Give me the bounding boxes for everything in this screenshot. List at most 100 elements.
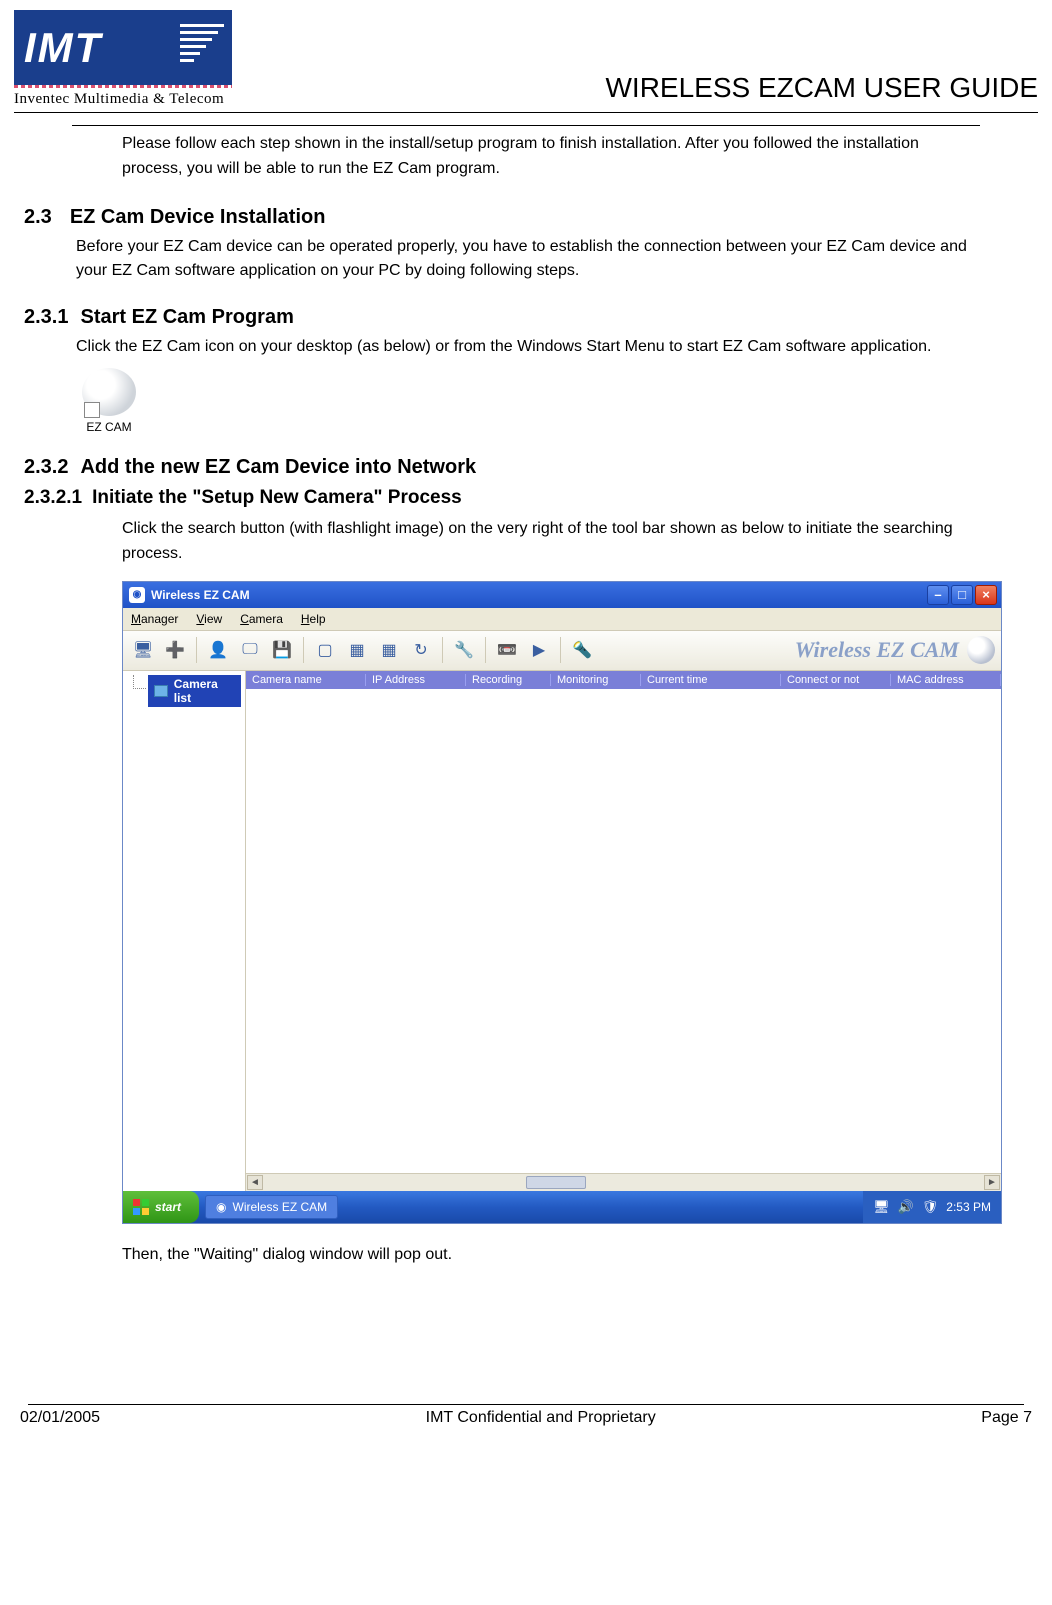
window-title: Wireless EZ CAM	[151, 588, 250, 602]
toolbar-separator	[442, 637, 443, 663]
heading-2-3-1: 2.3.1 Start EZ Cam Program	[24, 306, 1038, 329]
toolbar: 🖥 ➕ 👤 🖵 💾 ▢ ▦ ▦ ↻ 🔧 📼 ▶ 🔦 Wireless EZ CA…	[123, 631, 1001, 671]
system-tray: 🖥 🔊 🛡 2:53 PM	[863, 1191, 1001, 1223]
heading-title: EZ Cam Device Installation	[70, 206, 326, 229]
logo-text: IMT	[24, 24, 102, 72]
camera-list-node[interactable]: Camera list	[148, 675, 241, 707]
heading-2-3-2: 2.3.2 Add the new EZ Cam Device into Net…	[24, 456, 1038, 479]
taskbar: start ◉ Wireless EZ CAM 🖥 🔊 🛡 2:53 PM	[123, 1191, 1001, 1223]
workspace: Camera list Camera nameIP AddressRecordi…	[123, 671, 1001, 1191]
ezcam-app-screenshot: ◉ Wireless EZ CAM – □ × Manager View Cam…	[122, 581, 1002, 1224]
column-header[interactable]: Monitoring	[551, 674, 641, 686]
menu-camera[interactable]: Camera	[240, 612, 283, 626]
tray-icon[interactable]: 🔊	[898, 1199, 914, 1215]
horizontal-scrollbar[interactable]: ◄ ►	[246, 1173, 1001, 1191]
webcam-icon	[82, 368, 136, 416]
minimize-button[interactable]: –	[927, 585, 949, 605]
toolbar-monitor-icon[interactable]: 🖵	[236, 636, 264, 664]
heading-number: 2.3	[24, 206, 52, 229]
logo-caption: Inventec Multimedia & Telecom	[14, 88, 232, 108]
app-icon: ◉	[129, 587, 145, 603]
page-footer: 02/01/2005 IMT Confidential and Propriet…	[14, 1405, 1038, 1427]
grid-area	[246, 689, 1001, 1173]
toolbar-brand: Wireless EZ CAM	[795, 636, 995, 664]
windows-flag-icon	[133, 1199, 149, 1215]
toolbar-connect-icon[interactable]: 🖥	[129, 636, 157, 664]
column-header[interactable]: Recording	[466, 674, 551, 686]
logo: IMT	[14, 10, 232, 85]
toolbar-view9-icon[interactable]: ▦	[375, 636, 403, 664]
sec231-paragraph: Click the EZ Cam icon on your desktop (a…	[76, 335, 980, 360]
tray-icon[interactable]: 🛡	[922, 1199, 939, 1215]
footer-date: 02/01/2005	[20, 1409, 100, 1427]
maximize-button[interactable]: □	[951, 585, 973, 605]
brand-text: Wireless EZ CAM	[795, 637, 959, 663]
heading-2-3: 2.3 EZ Cam Device Installation	[24, 206, 1038, 229]
toolbar-separator	[485, 637, 486, 663]
sec23-paragraph: Before your EZ Cam device can be operate…	[76, 235, 980, 285]
sec2321-paragraph: Click the search button (with flashlight…	[122, 517, 980, 567]
header-rule	[14, 112, 1038, 113]
window-titlebar: ◉ Wireless EZ CAM – □ ×	[123, 582, 1001, 608]
toolbar-record-icon[interactable]: 📼	[493, 636, 521, 664]
close-button[interactable]: ×	[975, 585, 997, 605]
scroll-thumb[interactable]	[526, 1176, 586, 1189]
column-header[interactable]: MAC address	[891, 674, 1001, 686]
menu-manager[interactable]: Manager	[131, 612, 178, 626]
start-label: start	[155, 1200, 181, 1214]
toolbar-user-icon[interactable]: 👤	[204, 636, 232, 664]
main-pane: Camera nameIP AddressRecordingMonitoring…	[246, 671, 1001, 1191]
titlebar-left: ◉ Wireless EZ CAM	[129, 587, 250, 603]
column-header[interactable]: Current time	[641, 674, 781, 686]
scroll-right-icon[interactable]: ►	[984, 1175, 1000, 1190]
heading-title: Start EZ Cam Program	[80, 306, 293, 329]
heading-title: Add the new EZ Cam Device into Network	[80, 456, 476, 479]
desktop-icon-label: EZ CAM	[76, 420, 142, 434]
heading-number: 2.3.2.1	[24, 487, 82, 509]
menu-help[interactable]: Help	[301, 612, 326, 626]
sidebar: Camera list	[123, 671, 246, 1191]
scroll-left-icon[interactable]: ◄	[247, 1175, 263, 1190]
menu-view[interactable]: View	[196, 612, 222, 626]
column-header[interactable]: Camera name	[246, 674, 366, 686]
ezcam-desktop-icon: EZ CAM	[76, 368, 142, 434]
tray-clock: 2:53 PM	[946, 1200, 991, 1214]
logo-block: IMT Inventec Multimedia & Telecom	[14, 10, 232, 108]
window-buttons: – □ ×	[927, 585, 997, 605]
taskbar-app-button[interactable]: ◉ Wireless EZ CAM	[205, 1195, 338, 1219]
footer-center: IMT Confidential and Proprietary	[426, 1409, 656, 1427]
menu-bar: Manager View Camera Help	[123, 608, 1001, 631]
folder-icon	[154, 685, 167, 697]
tree-connector-icon	[133, 675, 146, 689]
toolbar-separator	[303, 637, 304, 663]
heading-title: Initiate the "Setup New Camera" Process	[92, 487, 462, 509]
sec2321-after: Then, the "Waiting" dialog window will p…	[122, 1246, 980, 1264]
toolbar-save-icon[interactable]: 💾	[268, 636, 296, 664]
toolbar-search-icon[interactable]: 🔦	[568, 636, 596, 664]
document-title: WIRELESS EZCAM USER GUIDE	[605, 72, 1038, 108]
toolbar-play-icon[interactable]: ▶	[525, 636, 553, 664]
toolbar-settings-icon[interactable]: 🔧	[450, 636, 478, 664]
toolbar-cycle-icon[interactable]: ↻	[407, 636, 435, 664]
column-header[interactable]: IP Address	[366, 674, 466, 686]
intro-paragraph: Please follow each step shown in the ins…	[122, 132, 980, 182]
start-button[interactable]: start	[123, 1191, 199, 1223]
column-headers: Camera nameIP AddressRecordingMonitoring…	[246, 671, 1001, 689]
toolbar-separator	[560, 637, 561, 663]
column-header[interactable]: Connect or not	[781, 674, 891, 686]
toolbar-add-icon[interactable]: ➕	[161, 636, 189, 664]
logo-bars-icon	[180, 24, 224, 62]
tray-icon[interactable]: 🖥	[873, 1199, 890, 1215]
taskbar-app-label: Wireless EZ CAM	[233, 1200, 328, 1214]
sub-rule	[72, 125, 980, 126]
camera-list-label: Camera list	[174, 677, 235, 705]
heading-number: 2.3.2	[24, 456, 68, 479]
toolbar-view1-icon[interactable]: ▢	[311, 636, 339, 664]
toolbar-view4-icon[interactable]: ▦	[343, 636, 371, 664]
webcam-icon	[967, 636, 995, 664]
taskbar-app-icon: ◉	[216, 1200, 226, 1214]
heading-number: 2.3.1	[24, 306, 68, 329]
toolbar-separator	[196, 637, 197, 663]
footer-page: Page 7	[981, 1409, 1032, 1427]
page-header: IMT Inventec Multimedia & Telecom WIRELE…	[14, 10, 1038, 110]
